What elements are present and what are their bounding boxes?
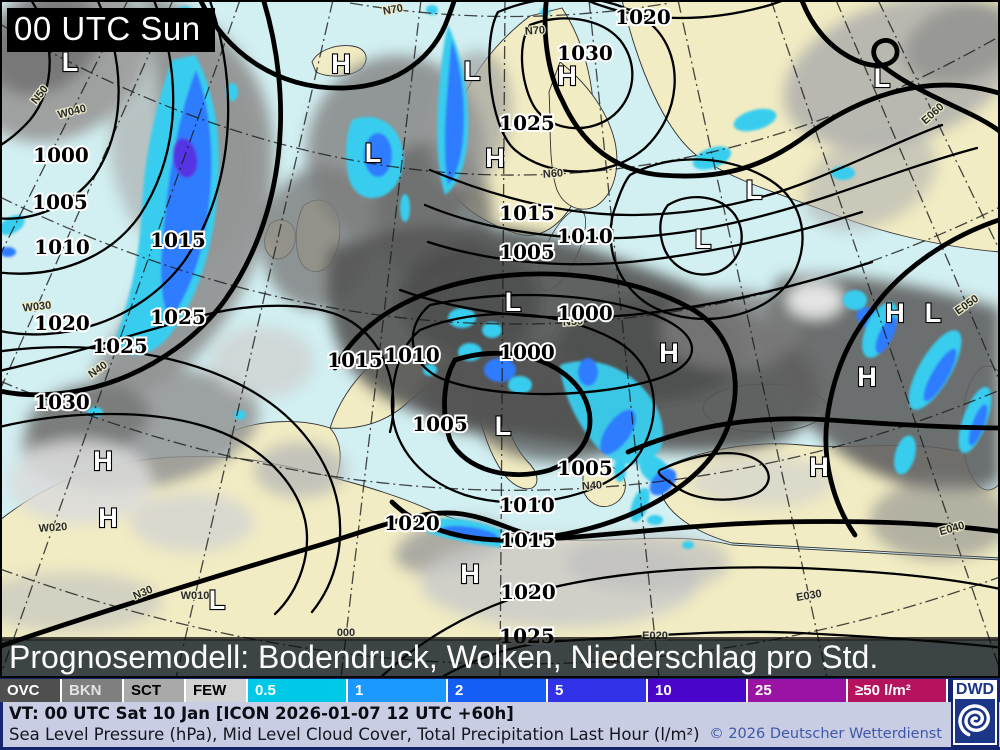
- graticule-label: W010: [181, 590, 210, 602]
- graticule-label: N60: [543, 167, 564, 180]
- pressure-label: 1010: [34, 235, 90, 259]
- low-pressure-marker: L: [505, 287, 522, 317]
- low-pressure-marker: L: [874, 63, 891, 93]
- product-description-text: Sea Level Pressure (hPa), Mid Level Clou…: [9, 725, 700, 744]
- legend-cloud-sct: SCT: [124, 679, 186, 702]
- legend-cloud-few: FEW: [186, 679, 248, 702]
- pressure-label: 1005: [412, 412, 468, 436]
- high-pressure-marker: H: [331, 49, 351, 79]
- graticule-label: N50: [563, 315, 584, 328]
- pressure-label: 1015: [327, 348, 383, 372]
- high-pressure-marker: H: [98, 503, 118, 533]
- legend-precip-10: 10: [648, 679, 748, 702]
- low-pressure-marker: L: [925, 298, 942, 328]
- pressure-label: 1000: [557, 301, 613, 325]
- legend-bar: OVC BKN SCT FEW 0.5 1 2 5 10 25 ≥50 l/m²: [0, 678, 1000, 702]
- land-iceland: [311, 45, 367, 77]
- low-pressure-marker: L: [464, 56, 481, 86]
- pressure-label: 1005: [499, 240, 555, 264]
- high-pressure-marker: H: [557, 61, 577, 91]
- graticule-label: N40: [582, 479, 603, 492]
- product-title: Prognosemodell: Bodendruck, Wolken, Nied…: [9, 639, 879, 675]
- copyright-text: © 2026 Deutscher Wetterdienst: [709, 726, 942, 742]
- pressure-label: 1010: [557, 224, 613, 248]
- pressure-label: 1015: [500, 528, 556, 552]
- pressure-label: 1020: [615, 5, 671, 29]
- pressure-label: 1020: [500, 580, 556, 604]
- low-pressure-marker: L: [62, 47, 79, 77]
- bottom-border: [0, 747, 1000, 750]
- low-pressure-marker: L: [365, 138, 382, 168]
- low-pressure-marker: L: [209, 585, 226, 615]
- dwd-logo-text: DWD: [955, 681, 995, 698]
- graticule-label: W030: [22, 300, 52, 315]
- precipitation-layer: [0, 5, 992, 549]
- pressure-label: 1010: [384, 343, 440, 367]
- pressure-label: 1010: [499, 493, 555, 517]
- high-pressure-marker: H: [885, 298, 905, 328]
- legend-cloud-ovc: OVC: [0, 679, 62, 702]
- dwd-spiral-icon: [955, 699, 995, 743]
- pressure-label: 1005: [557, 456, 613, 480]
- low-pressure-marker: L: [746, 175, 763, 205]
- pressure-label: 1015: [150, 228, 206, 252]
- pressure-label: 1020: [384, 511, 440, 535]
- weather-map-canvas: N70N70N60N50N40N30N50N40N30W040W030W020W…: [0, 0, 1000, 678]
- forecast-time-box: 00 UTC Sun: [7, 8, 215, 52]
- forecast-time-label: 00 UTC Sun: [14, 10, 201, 47]
- legend-precip-5: 5: [548, 679, 648, 702]
- high-pressure-marker: H: [857, 362, 877, 392]
- legend-precip-50: ≥50 l/m²: [848, 679, 948, 702]
- high-pressure-marker: H: [460, 559, 480, 589]
- low-pressure-marker: L: [695, 224, 712, 254]
- graticule-label: W020: [38, 521, 68, 535]
- info-bar: VT: 00 UTC Sat 10 Jan [ICON 2026-01-07 1…: [0, 702, 1000, 747]
- graticule-label: N70: [525, 24, 546, 37]
- pressure-label: 1025: [92, 334, 148, 358]
- graticule-label: E030: [795, 588, 822, 604]
- pressure-label: 1015: [499, 201, 555, 225]
- graticule-label: N70: [382, 2, 404, 17]
- pressure-label: 1000: [33, 143, 89, 167]
- low-pressure-marker: L: [495, 411, 512, 441]
- pressure-label: 1000: [499, 340, 555, 364]
- pressure-label: 1025: [150, 305, 206, 329]
- graticule-label: 000: [337, 627, 355, 639]
- high-pressure-marker: H: [485, 143, 505, 173]
- legend-precip-0.5: 0.5: [248, 679, 348, 702]
- weather-map: N70N70N60N50N40N30N50N40N30W040W030W020W…: [0, 0, 1000, 678]
- pressure-label: 1030: [557, 41, 613, 65]
- legend-precip-2: 2: [448, 679, 548, 702]
- legend-precip-1: 1: [348, 679, 448, 702]
- pressure-label: 1005: [32, 190, 88, 214]
- product-title-band: Prognosemodell: Bodendruck, Wolken, Nied…: [0, 637, 1000, 678]
- pressure-label: 1030: [34, 390, 90, 414]
- high-pressure-marker: H: [93, 446, 113, 476]
- dwd-logo: DWD: [951, 678, 999, 747]
- legend-precip-25: 25: [748, 679, 848, 702]
- high-pressure-marker: H: [659, 338, 679, 368]
- pressure-label: 1025: [499, 111, 555, 135]
- pressure-label: 1020: [34, 311, 90, 335]
- valid-time-text: VT: 00 UTC Sat 10 Jan [ICON 2026-01-07 1…: [9, 704, 514, 723]
- legend-cloud-bkn: BKN: [62, 679, 124, 702]
- high-pressure-marker: H: [809, 452, 829, 482]
